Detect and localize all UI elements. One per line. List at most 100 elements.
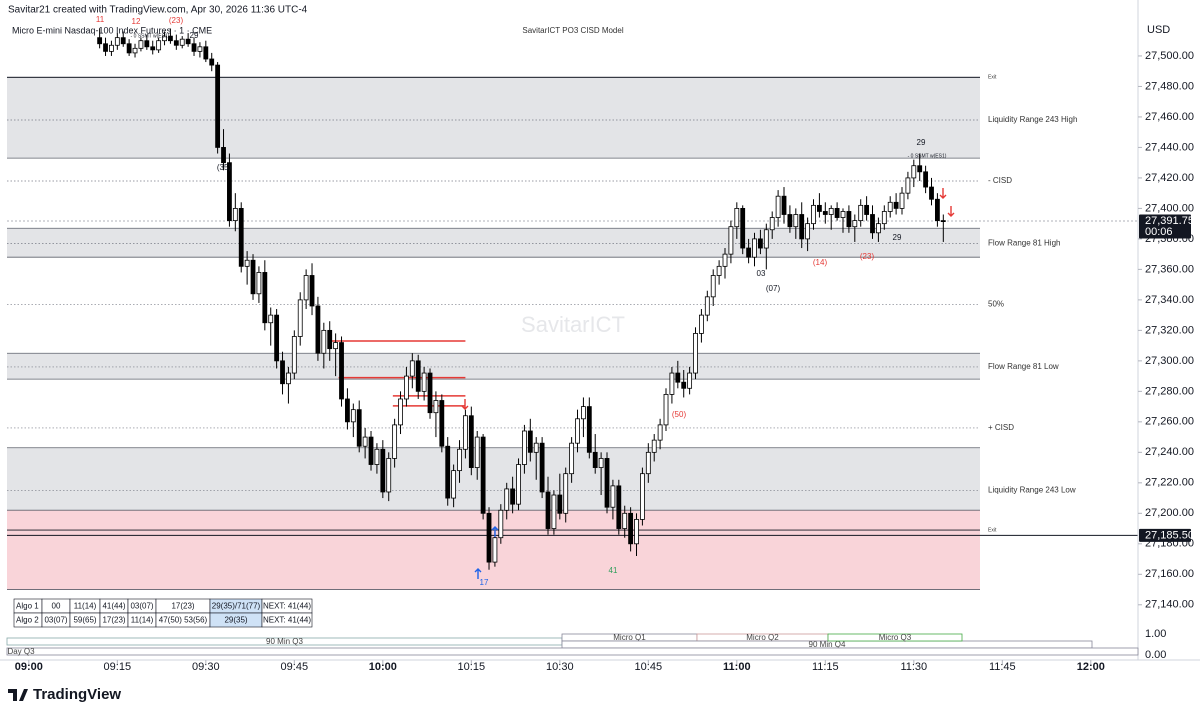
annotation: 41 (609, 566, 618, 575)
candle-body (150, 46, 156, 51)
y-tick-label: 27,280.00 (1145, 385, 1194, 397)
candle-body (675, 372, 681, 383)
candle-body (362, 436, 368, 447)
candle-body (421, 372, 427, 392)
candle-body (286, 372, 291, 385)
price-tag (1139, 528, 1191, 542)
x-tick-label: 11:00 (723, 661, 751, 673)
candle-body (781, 195, 787, 215)
candle-body (179, 38, 185, 46)
credit: Savitar21 created with TradingView.com, … (8, 5, 308, 16)
x-tick-label: 11:30 (900, 661, 927, 673)
candle-body (545, 491, 551, 529)
candle-body (752, 238, 757, 258)
x-tick-label: 11:45 (989, 661, 1016, 673)
session-label: 90 Min Q4 (809, 640, 846, 649)
candle-body (551, 494, 557, 529)
candle-body (681, 381, 687, 389)
x-tick-label: 12:00 (1077, 661, 1105, 673)
candle-body (339, 342, 344, 400)
candle-body (126, 43, 132, 54)
candle-body (628, 512, 634, 545)
zone (7, 77, 980, 159)
x-tick-label: 10:45 (635, 661, 663, 673)
candle-body (345, 398, 350, 423)
zone (7, 228, 980, 258)
candle-body (173, 40, 179, 46)
candle-body (197, 46, 203, 52)
currency: USD (1147, 24, 1170, 36)
logo-text: TradingView (33, 686, 121, 703)
candle-body (722, 253, 728, 267)
candle-body (185, 38, 191, 45)
table-text: 29(35)/71(77) (212, 602, 261, 611)
candle-body (510, 488, 516, 505)
candle-body (97, 37, 103, 45)
session-label: 90 Min Q3 (266, 637, 303, 646)
candle-body (716, 265, 722, 276)
candle-body (610, 485, 616, 508)
y-tick-label: 27,220.00 (1145, 477, 1194, 489)
candle-body (746, 247, 752, 258)
indicator-name: SavitarICT PO3 CISD Model (522, 26, 623, 35)
candle-body (156, 40, 162, 51)
candle-body (350, 409, 356, 423)
y-tick-label: 27,160.00 (1145, 568, 1194, 580)
candle-body (887, 201, 893, 212)
candle-body (569, 442, 575, 475)
x-tick-label: 11:15 (812, 661, 839, 673)
candle-body (120, 37, 126, 45)
candle-body (392, 424, 398, 459)
x-tick-label: 10:00 (369, 661, 397, 673)
candle-body (109, 44, 114, 52)
candle-body (291, 336, 297, 374)
candle-body (539, 442, 545, 493)
candle-body (911, 165, 917, 179)
session-label: Micro Q3 (879, 633, 912, 642)
candle-body (262, 272, 268, 324)
y-tick-label: 27,400.00 (1145, 202, 1194, 214)
watermark: SavitarICT (521, 312, 625, 337)
candle-body (327, 329, 333, 350)
candle-body (244, 259, 250, 267)
overlay: Exit Liquidity Range 243 High - CISD Flow R… (96, 15, 1078, 587)
annotation: - 0 SSMT w(ES1) (908, 153, 947, 159)
candle-body (250, 259, 256, 295)
level-label: - CISD (988, 176, 1012, 185)
candle-body (822, 211, 828, 215)
candle-body (303, 275, 309, 301)
candle-body (232, 208, 238, 222)
x-tick-label: 09:30 (192, 661, 220, 673)
candle-body (215, 64, 221, 148)
candle-body (728, 226, 734, 255)
candle-body (522, 430, 527, 465)
candle-body (634, 519, 639, 545)
annotation: 29 (893, 233, 902, 242)
x-tick-label: 09:15 (104, 661, 132, 673)
candle-body (934, 198, 940, 222)
candle-body (274, 314, 280, 362)
candle-body (917, 165, 923, 173)
candle-body (846, 211, 852, 228)
candle-body (763, 229, 769, 249)
table-text: 41(44) (102, 602, 125, 611)
candle-body (457, 448, 462, 472)
table-text: 17(23) (171, 602, 194, 611)
candle-body (533, 442, 539, 453)
candle-body (415, 360, 421, 392)
countdown: 00:06 (1145, 226, 1173, 238)
candle-body (876, 223, 881, 234)
annotation: 03 (757, 269, 766, 278)
candle-body (439, 400, 445, 447)
zone (7, 447, 980, 511)
price-tag-label: 27,391.75 (1145, 215, 1194, 227)
candle-body (817, 204, 822, 212)
level-label: Flow Range 81 High (988, 239, 1060, 248)
candle-body (309, 275, 315, 307)
candle-body (940, 220, 946, 223)
candle-body (321, 329, 327, 354)
candle-body (734, 208, 740, 228)
candle-body (427, 372, 433, 414)
candle-body (168, 35, 173, 42)
candle-body (386, 458, 392, 493)
